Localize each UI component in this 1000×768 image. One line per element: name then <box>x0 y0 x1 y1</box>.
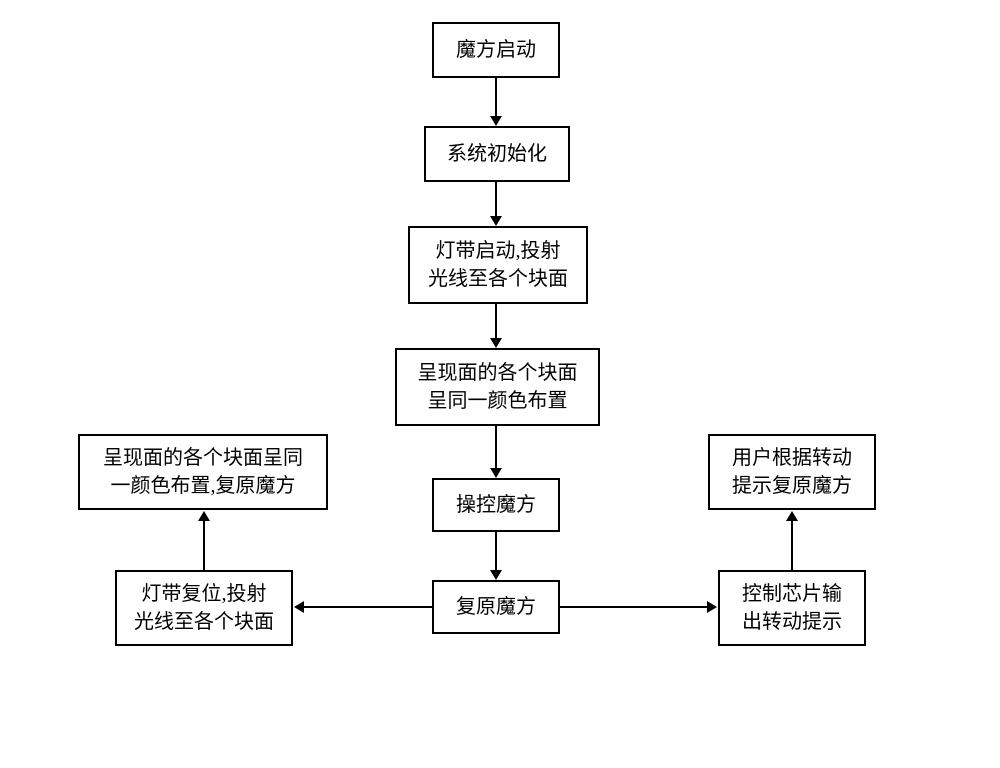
node-light-reset: 灯带复位,投射光线至各个块面 <box>115 570 293 646</box>
flowchart-container: 魔方启动 系统初始化 灯带启动,投射光线至各个块面 呈现面的各个块面呈同一颜色布… <box>0 0 1000 768</box>
node-restore: 复原魔方 <box>432 580 560 634</box>
edge-5-6 <box>495 532 497 572</box>
arrow-icon <box>786 511 798 521</box>
node-user-restore: 用户根据转动提示复原魔方 <box>708 434 876 510</box>
arrow-icon <box>490 570 502 580</box>
node-restore-left: 呈现面的各个块面呈同一颜色布置,复原魔方 <box>78 434 328 510</box>
edge-1-2 <box>495 78 497 118</box>
edge-9-10 <box>791 520 793 570</box>
arrow-icon <box>490 338 502 348</box>
node-start: 魔方启动 <box>432 22 560 78</box>
edge-6-7 <box>303 606 432 608</box>
arrow-icon <box>490 468 502 478</box>
node-label: 用户根据转动提示复原魔方 <box>732 444 852 500</box>
node-init: 系统初始化 <box>424 126 570 182</box>
arrow-icon <box>490 216 502 226</box>
arrow-icon <box>707 601 717 613</box>
node-label: 控制芯片输出转动提示 <box>742 580 842 636</box>
edge-2-3 <box>495 182 497 218</box>
arrow-icon <box>198 511 210 521</box>
node-light-start: 灯带启动,投射光线至各个块面 <box>408 226 588 304</box>
node-control: 操控魔方 <box>432 478 560 532</box>
node-label: 操控魔方 <box>456 491 536 519</box>
edge-7-8 <box>203 520 205 570</box>
node-label: 呈现面的各个块面呈同一颜色布置,复原魔方 <box>103 444 303 500</box>
edge-3-4 <box>495 304 497 340</box>
node-label: 灯带复位,投射光线至各个块面 <box>134 580 274 636</box>
arrow-icon <box>490 116 502 126</box>
node-label: 复原魔方 <box>456 593 536 621</box>
edge-4-5 <box>495 426 497 470</box>
arrow-icon <box>294 601 304 613</box>
node-label: 魔方启动 <box>456 36 536 64</box>
node-label: 呈现面的各个块面呈同一颜色布置 <box>418 359 578 415</box>
node-chip-output: 控制芯片输出转动提示 <box>718 570 866 646</box>
node-label: 灯带启动,投射光线至各个块面 <box>428 237 568 293</box>
edge-6-9 <box>560 606 708 608</box>
node-label: 系统初始化 <box>447 140 547 168</box>
node-same-color: 呈现面的各个块面呈同一颜色布置 <box>395 348 600 426</box>
